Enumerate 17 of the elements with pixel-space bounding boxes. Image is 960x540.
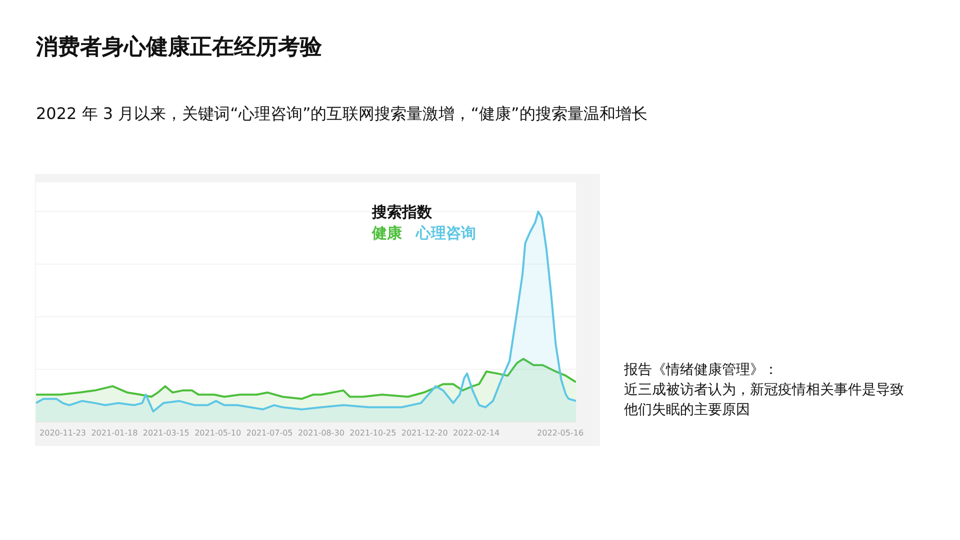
x-tick-label: 2021-10-25	[350, 428, 396, 438]
x-tick-label: 2021-07-05	[246, 428, 293, 438]
x-tick-label: 2021-03-15	[142, 428, 190, 438]
x-tick-label: 2020-11-23	[40, 428, 86, 438]
chart-subtitle: 2022 年 3 月以来，关键词“心理咨询”的互联网搜索量激增，“健康”的搜索量温和增长	[36, 104, 648, 125]
chart-title: 消费者身心健康正在经历考验	[36, 34, 322, 62]
text: 报告《情绪健康管理》：	[624, 361, 779, 380]
x-tick-label: 2021-08-30	[298, 428, 344, 438]
x-tick-label: 2021-05-10	[194, 428, 242, 438]
text: 近三成被访者认为，新冠疫情相关事件是导致他们失眠的主要原因	[624, 381, 905, 420]
text: 心理咨询	[416, 224, 476, 242]
x-tick-label: 2022-05-16	[537, 428, 584, 438]
x-tick-label: 2021-01-18	[91, 428, 138, 438]
legend-title: 搜索指数	[372, 202, 433, 223]
text: 健康	[372, 224, 402, 242]
x-tick-label: 2022-02-14	[453, 428, 500, 438]
x-tick-label: 2021-12-20	[401, 428, 448, 438]
